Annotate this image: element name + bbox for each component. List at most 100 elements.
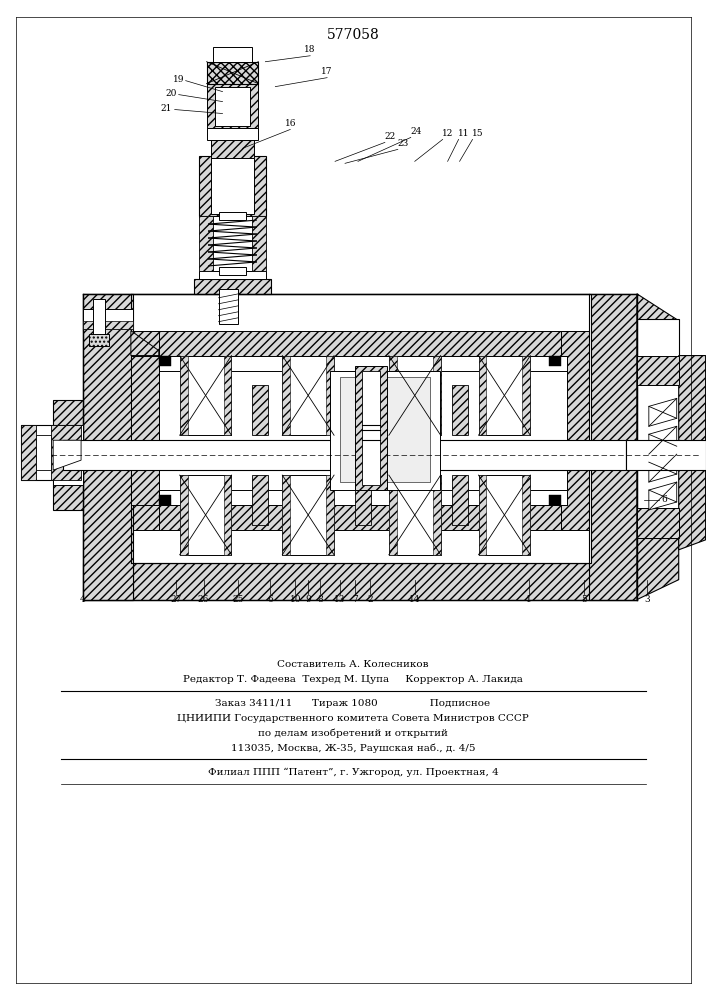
Polygon shape	[53, 425, 83, 485]
Text: 7: 7	[352, 595, 358, 604]
Bar	[433, 356, 440, 435]
Text: 16: 16	[284, 119, 296, 128]
Bar	[63, 440, 626, 470]
Polygon shape	[131, 331, 159, 356]
Bar	[146, 331, 579, 356]
Bar	[589, 294, 637, 600]
Text: 22: 22	[384, 132, 395, 141]
Bar	[83, 294, 133, 600]
Text: Филиал ППП “Патент”, г. Ужгород, ул. Проектная, 4: Филиал ППП “Патент”, г. Ужгород, ул. Про…	[208, 767, 498, 777]
Bar	[206, 62, 258, 84]
Bar	[131, 440, 159, 505]
Bar	[223, 475, 231, 555]
Text: 4: 4	[80, 595, 86, 604]
Text: 1: 1	[527, 595, 532, 604]
Bar	[330, 371, 440, 490]
Bar	[206, 128, 258, 140]
Polygon shape	[637, 294, 679, 600]
Bar	[282, 356, 334, 435]
Bar	[83, 321, 133, 329]
Bar	[433, 475, 440, 555]
Bar	[679, 440, 706, 455]
Bar	[209, 216, 257, 271]
Text: 20: 20	[165, 89, 177, 98]
Bar	[199, 271, 267, 279]
Bar	[479, 475, 486, 555]
Bar	[131, 331, 159, 530]
Bar	[479, 356, 530, 435]
Polygon shape	[53, 400, 83, 510]
Bar	[626, 440, 706, 470]
Bar	[199, 156, 267, 216]
Bar	[326, 475, 334, 555]
Text: ЦНИИПИ Государственного комитета Совета Министров СССР: ЦНИИПИ Государственного комитета Совета …	[177, 714, 529, 723]
Bar	[206, 62, 258, 84]
Text: 6: 6	[661, 495, 667, 504]
Bar	[131, 356, 159, 440]
Bar	[522, 475, 530, 555]
Bar	[252, 385, 269, 435]
Polygon shape	[649, 426, 677, 454]
Bar	[206, 84, 258, 128]
Bar	[479, 475, 530, 555]
Bar	[180, 475, 231, 555]
Text: 9: 9	[305, 595, 311, 604]
Bar	[223, 356, 231, 435]
Bar	[282, 475, 334, 555]
Bar	[326, 356, 334, 435]
Bar	[479, 356, 486, 435]
Bar	[214, 87, 250, 126]
Bar	[159, 356, 567, 505]
Text: Редактор Т. Фадеева  Техред М. Цупа     Корректор А. Лакида: Редактор Т. Фадеева Техред М. Цупа Корре…	[183, 675, 523, 684]
Bar	[389, 475, 397, 555]
Text: 12: 12	[442, 129, 453, 138]
Bar	[549, 356, 561, 366]
Bar	[218, 267, 247, 275]
Polygon shape	[649, 482, 677, 510]
Bar	[637, 319, 679, 538]
Bar	[389, 475, 440, 555]
Text: 113035, Москва, Ж-35, Раушская наб., д. 4/5: 113035, Москва, Ж-35, Раушская наб., д. …	[230, 743, 475, 753]
Bar	[211, 158, 255, 214]
Bar	[159, 490, 567, 505]
Text: по делам изобретений и открытий: по делам изобретений и открытий	[258, 728, 448, 738]
Text: 10: 10	[289, 595, 301, 604]
Bar	[83, 294, 133, 600]
Bar	[452, 475, 467, 525]
Bar	[159, 495, 170, 505]
Polygon shape	[679, 356, 706, 445]
Bar	[637, 356, 679, 385]
Bar	[211, 140, 255, 158]
Text: 15: 15	[472, 129, 484, 138]
Text: 26: 26	[198, 595, 209, 604]
Text: 5: 5	[581, 595, 587, 604]
Bar	[83, 294, 637, 331]
Text: 19: 19	[173, 75, 185, 84]
Bar	[252, 216, 267, 271]
Bar	[218, 289, 238, 324]
Text: 11: 11	[458, 129, 469, 138]
Text: Заказ 3411/11      Тираж 1080                Подписное: Заказ 3411/11 Тираж 1080 Подписное	[216, 699, 491, 708]
Bar	[89, 334, 109, 346]
Bar	[213, 47, 252, 62]
Bar	[282, 475, 291, 555]
Text: 25: 25	[233, 595, 244, 604]
Bar	[218, 212, 247, 220]
Bar	[355, 385, 371, 435]
Text: 3: 3	[644, 595, 650, 604]
Bar	[452, 385, 467, 435]
Polygon shape	[649, 398, 677, 426]
Bar	[51, 425, 81, 480]
Text: Составитель А. Колесников: Составитель А. Колесников	[277, 660, 428, 669]
Bar	[252, 475, 269, 525]
Text: 21: 21	[160, 104, 171, 113]
Polygon shape	[679, 455, 706, 550]
Bar	[355, 475, 371, 525]
Bar	[389, 356, 397, 435]
Text: 17: 17	[322, 67, 333, 76]
Text: 18: 18	[305, 45, 316, 54]
Bar	[194, 279, 271, 294]
Bar	[36, 435, 51, 470]
Text: 8: 8	[317, 595, 323, 604]
Text: 14: 14	[409, 595, 421, 604]
